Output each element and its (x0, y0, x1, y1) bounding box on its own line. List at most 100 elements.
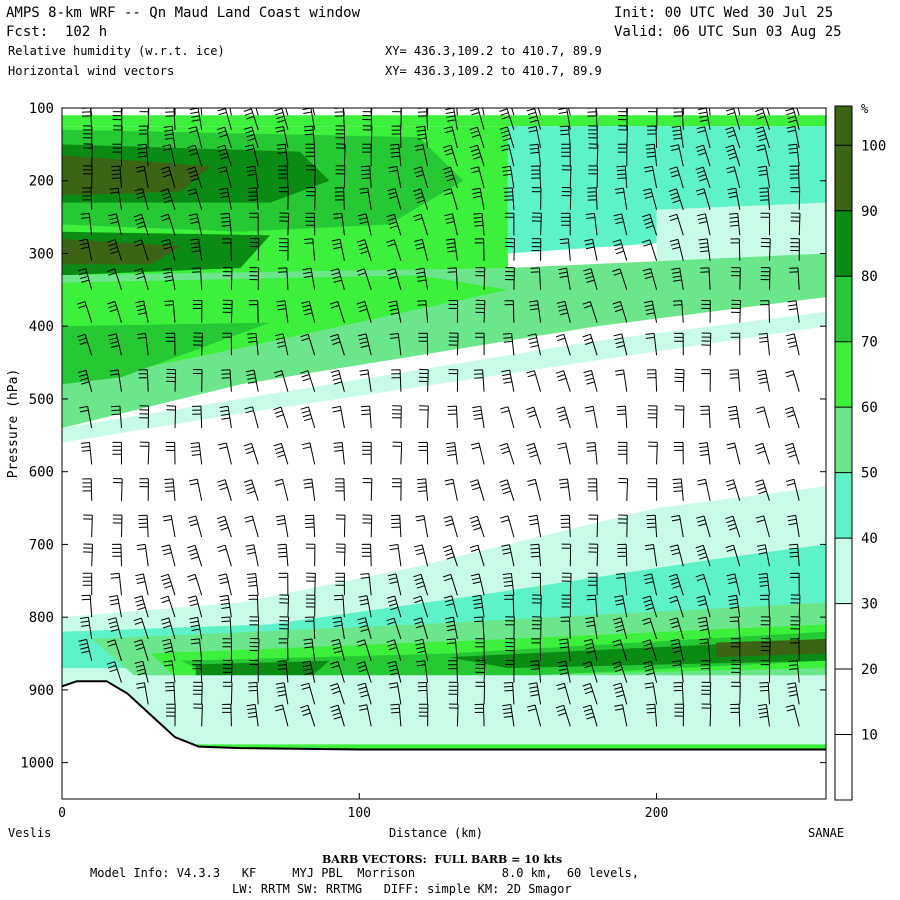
wind-barb (501, 369, 515, 392)
colorbar-swatch (835, 276, 852, 342)
wind-barb (222, 332, 232, 356)
wind-barb (279, 212, 290, 236)
wind-barb (160, 213, 176, 236)
wind-barb (695, 573, 711, 596)
wind-barb (359, 369, 372, 392)
wind-barb (787, 514, 800, 538)
wind-barb (249, 238, 260, 261)
wind-barb (217, 166, 232, 189)
colorbar-label: 50 (861, 466, 878, 482)
wind-barb (756, 369, 770, 392)
wind-barb (475, 299, 486, 323)
wind-barb (757, 165, 770, 189)
wind-barb (758, 332, 770, 356)
wind-barb (413, 166, 429, 189)
wind-barb (725, 515, 741, 538)
wind-barb (418, 368, 429, 392)
wind-barb (362, 514, 373, 538)
wind-barb (357, 682, 372, 705)
wind-barb (445, 108, 458, 130)
wind-barb (641, 239, 658, 261)
wind-barb (499, 442, 515, 465)
wind-barb (617, 143, 628, 167)
wind-barb (473, 212, 485, 236)
wind-barb (612, 239, 628, 261)
wind-barb (306, 165, 316, 189)
wind-barb (133, 213, 149, 236)
wind-barb (469, 515, 485, 538)
wind-barb (697, 478, 711, 501)
wind-barb (669, 166, 684, 189)
colorbar-swatch (835, 538, 852, 604)
wind-barb (445, 616, 458, 640)
wind-barb (139, 108, 150, 130)
wind-barb (389, 143, 402, 167)
wind-barb (278, 165, 289, 189)
wind-barb (301, 660, 316, 683)
wind-barb (671, 125, 684, 149)
wind-barb (162, 267, 176, 290)
wind-barb (759, 682, 770, 705)
wind-barb (245, 544, 259, 567)
wind-barb (165, 108, 176, 130)
wind-barb (785, 108, 800, 130)
colorbar-swatch (835, 106, 852, 211)
wind-barb (222, 299, 233, 323)
wind-barb (617, 514, 628, 538)
wind-barb (137, 143, 149, 167)
wind-barb (362, 478, 373, 501)
wind-barb (555, 370, 571, 392)
wind-barb (561, 594, 572, 618)
wind-barb (612, 617, 628, 640)
wind-barb (191, 405, 203, 429)
wind-barb (81, 594, 93, 618)
wind-barb (273, 442, 289, 465)
wind-barb (188, 126, 203, 149)
wind-barb (758, 573, 770, 596)
wind-barb (221, 616, 232, 640)
wind-barb (471, 187, 485, 210)
wind-barb (526, 370, 542, 392)
wind-barb (255, 108, 259, 116)
wind-barb (304, 125, 316, 149)
wind-barb (109, 595, 122, 618)
wind-barb (335, 125, 346, 149)
wind-barb (588, 514, 599, 538)
wind-barb (699, 638, 711, 661)
wind-barb (330, 369, 345, 392)
wind-barb (334, 594, 345, 618)
rh-region-22 (62, 675, 826, 752)
wind-barb (614, 187, 628, 210)
wind-barb (586, 594, 598, 618)
wind-barb (695, 166, 711, 189)
wind-barb (760, 660, 771, 683)
wind-barb (276, 143, 289, 167)
wind-barb (669, 617, 684, 640)
colorbar-label: 90 (861, 204, 878, 220)
wind-barb (220, 212, 232, 236)
wind-barb (644, 544, 658, 567)
y-tick-label: 300 (29, 246, 54, 262)
wind-barb (731, 267, 741, 290)
wind-barb (413, 188, 429, 210)
wind-barb (642, 213, 658, 236)
colorbar-swatch (835, 603, 852, 670)
wind-barb (500, 144, 515, 167)
model-info: Model Info: V4.3.3 KF MYJ PBL Morrison 8… (90, 866, 640, 880)
wind-barb (526, 442, 542, 465)
wind-barb (249, 660, 259, 683)
wind-barb (614, 595, 628, 618)
wind-barb (557, 660, 571, 683)
wind-barb (647, 478, 658, 501)
wind-barb (472, 405, 485, 429)
wind-barb (414, 544, 429, 567)
wind-barb (274, 704, 289, 727)
wind-barb (613, 333, 628, 356)
wind-barb (584, 405, 598, 429)
wind-barb (588, 143, 599, 167)
wind-barb (642, 639, 658, 661)
wind-barb (174, 108, 176, 116)
wind-barb (300, 704, 316, 727)
rh-region-8 (62, 238, 181, 265)
